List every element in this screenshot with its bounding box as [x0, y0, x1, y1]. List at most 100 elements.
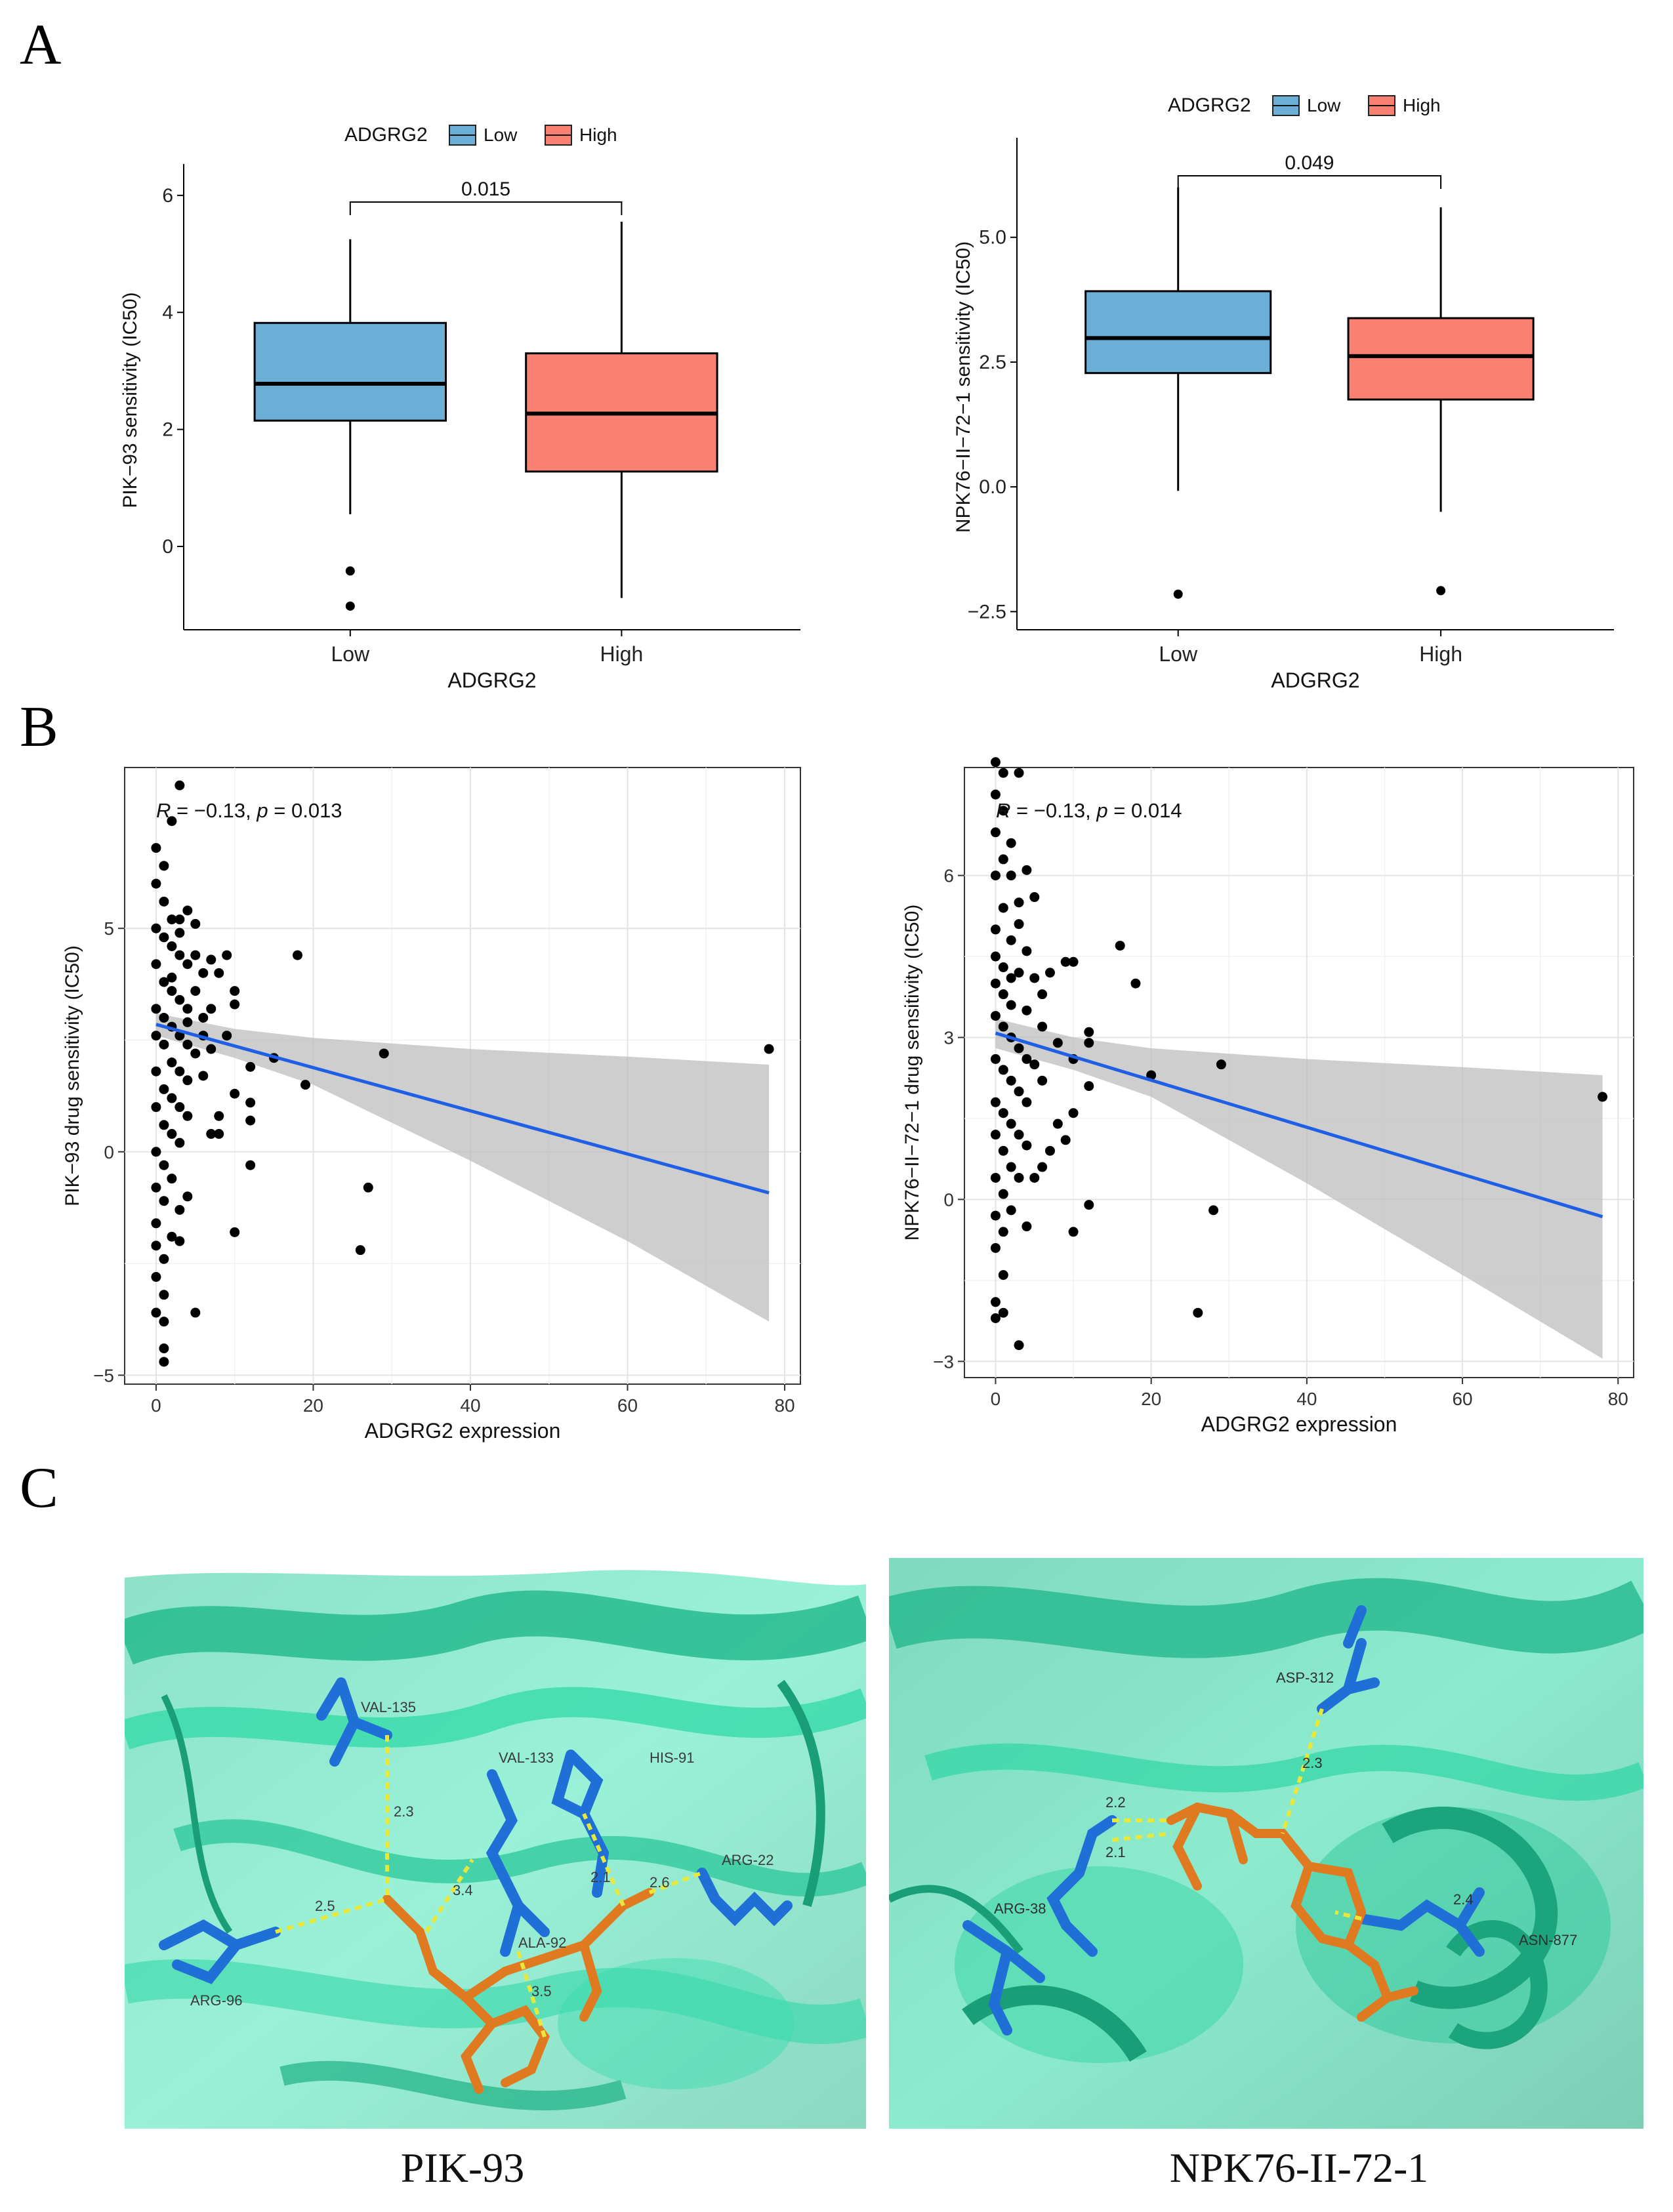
- data-point: [167, 816, 177, 827]
- data-point: [159, 932, 169, 943]
- x-tick-label: 40: [460, 1395, 480, 1416]
- data-point: [1006, 870, 1016, 881]
- data-point: [990, 1097, 1001, 1107]
- x-tick-label: 20: [1141, 1389, 1161, 1409]
- y-tick-label: 2.5: [979, 352, 1006, 373]
- data-point: [990, 1297, 1001, 1307]
- residue-label: ASN-877: [1519, 1932, 1577, 1948]
- x-tick-label: 80: [774, 1395, 795, 1416]
- data-point: [1006, 1205, 1016, 1216]
- data-point: [998, 1270, 1008, 1280]
- data-point: [1193, 1307, 1203, 1318]
- x-tick-label: High: [1419, 642, 1462, 666]
- y-tick-label: 0: [104, 1142, 114, 1162]
- data-point: [222, 950, 232, 960]
- data-point: [1060, 1135, 1071, 1145]
- data-point: [198, 1012, 209, 1023]
- x-tick-label: High: [600, 642, 643, 666]
- data-point: [151, 1272, 161, 1282]
- data-point: [1006, 1000, 1016, 1010]
- data-point: [998, 1065, 1008, 1075]
- data-point: [363, 1182, 373, 1193]
- y-axis-title: NPK76−II−72−1 sensitivity (IC50): [953, 241, 974, 533]
- data-point: [990, 1313, 1001, 1323]
- data-point: [230, 1227, 240, 1237]
- docking-image-pik93: VAL-135 VAL-133 HIS-91 ARG-22 ARG-96 ALA…: [125, 1565, 866, 2129]
- data-point: [190, 918, 201, 929]
- data-point: [1037, 989, 1048, 1000]
- data-point: [1598, 1092, 1608, 1102]
- residue-label: ARG-96: [190, 1992, 242, 2009]
- scatter-plot-npk76: 0 20 40 60 80 −3 0 3 6 R = −0.13, p = 0.014 ADGRG2…: [901, 757, 1634, 1436]
- data-point: [151, 843, 161, 853]
- data-point: [300, 1080, 310, 1090]
- distance-label: 2.2: [1105, 1794, 1126, 1811]
- regression-line: [995, 1031, 1603, 1219]
- y-axis-title: PIK−93 drug sensitivity (IC50): [62, 945, 83, 1206]
- distance-label: 2.1: [590, 1869, 611, 1885]
- outlier-point: [345, 566, 355, 576]
- data-point: [245, 1160, 256, 1170]
- y-tick-label: 6: [162, 185, 173, 207]
- data-point: [214, 968, 224, 978]
- data-point: [1084, 1081, 1094, 1092]
- data-point: [1146, 1070, 1157, 1080]
- data-point: [1022, 946, 1032, 956]
- x-tick-label: 0: [151, 1395, 161, 1416]
- data-point: [206, 1044, 217, 1054]
- data-point: [998, 1189, 1008, 1199]
- outlier-point: [1436, 586, 1446, 596]
- legend-label: High: [579, 125, 617, 145]
- data-point: [159, 1317, 169, 1327]
- data-point: [190, 986, 201, 996]
- data-point: [1084, 1027, 1094, 1037]
- data-point: [998, 768, 1008, 778]
- significance-bracket: [349, 201, 623, 215]
- p-value-label: 0.015: [461, 178, 510, 200]
- data-point: [1084, 1200, 1094, 1210]
- data-point: [151, 1218, 161, 1229]
- residue-label: VAL-133: [499, 1750, 554, 1766]
- data-point: [998, 1227, 1008, 1237]
- x-axis-title: ADGRG2: [1271, 668, 1359, 692]
- residue-label: HIS-91: [650, 1750, 694, 1766]
- data-point: [1068, 956, 1079, 967]
- data-point: [1014, 1340, 1024, 1351]
- data-point: [159, 1084, 169, 1094]
- data-point: [1130, 978, 1141, 989]
- y-tick-label: 6: [943, 866, 954, 886]
- y-tick-label: 0.0: [979, 476, 1006, 498]
- x-axis-title: ADGRG2: [447, 668, 536, 692]
- data-point: [245, 1097, 256, 1108]
- outlier-point: [1173, 589, 1183, 599]
- data-point: [998, 806, 1008, 816]
- data-point: [175, 1066, 185, 1076]
- y-tick-label: 5: [104, 918, 114, 939]
- data-point: [214, 1129, 224, 1139]
- data-point: [159, 1290, 169, 1300]
- docking-image-npk76: ASP-312 ARG-38 ASN-877 2.2 2.1 2.3 2.4: [889, 1558, 1643, 2129]
- data-point: [1014, 1086, 1024, 1097]
- correlation-annotation: R = −0.13, p = 0.014: [996, 799, 1182, 822]
- distance-label: 3.4: [453, 1882, 473, 1898]
- distance-label: 3.5: [531, 1983, 552, 1999]
- data-point: [998, 903, 1008, 913]
- data-point: [1006, 1118, 1016, 1129]
- data-point: [245, 1115, 256, 1126]
- data-point: [1014, 897, 1024, 908]
- box-plot-pik93: ADGRG2 Low High 0 2 4 6 Low High 0.015 ADGRG2 PIK−9…: [119, 124, 800, 692]
- x-tick-label: 20: [303, 1395, 323, 1416]
- residue-label: ALA-92: [518, 1935, 566, 1951]
- panel-label-c: C: [20, 1456, 58, 1520]
- data-point: [182, 1017, 193, 1027]
- residue-label: VAL-135: [361, 1699, 416, 1715]
- y-tick-label: 4: [162, 302, 173, 323]
- data-point: [1216, 1059, 1226, 1070]
- data-point: [1037, 1075, 1048, 1086]
- data-point: [998, 854, 1008, 865]
- data-point: [159, 1196, 169, 1206]
- box-low: [1084, 290, 1272, 375]
- y-tick-label: 0: [943, 1189, 954, 1210]
- x-tick-label: 0: [991, 1389, 1001, 1409]
- data-point: [245, 1061, 256, 1072]
